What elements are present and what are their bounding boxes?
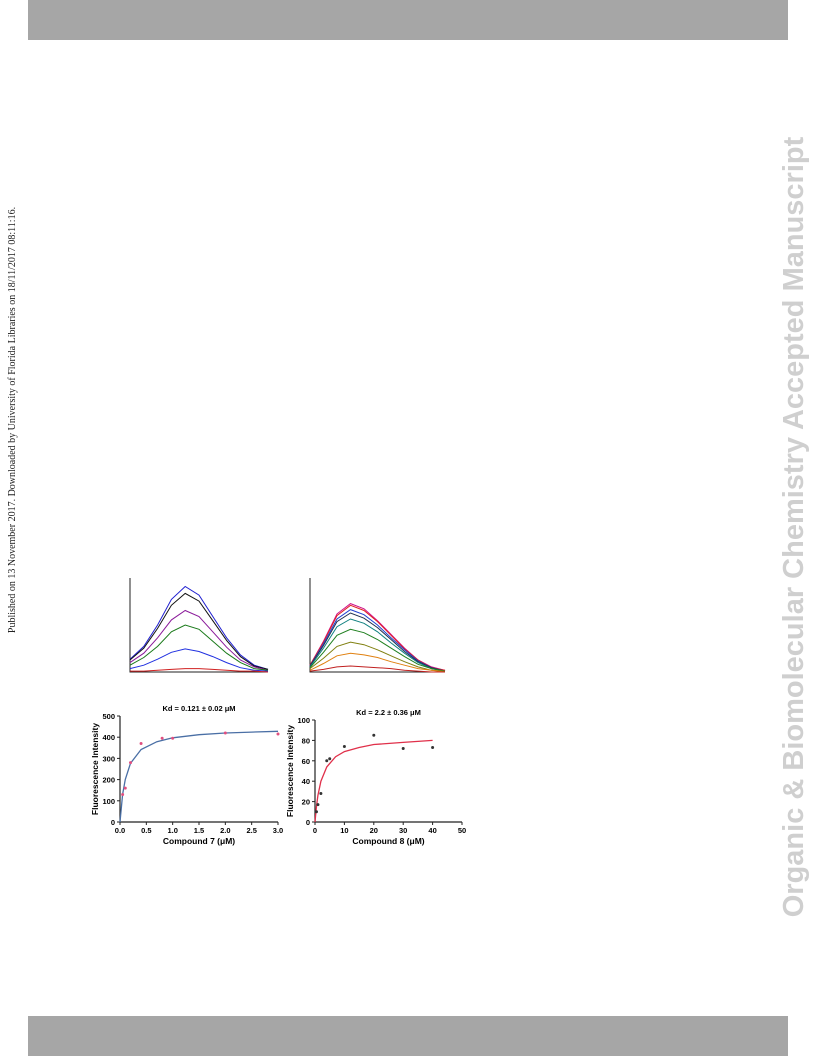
fit-curve <box>314 739 433 823</box>
data-point <box>325 759 329 763</box>
x-tick-label: 0.5 <box>141 826 151 835</box>
spectrum-line <box>129 592 269 670</box>
data-point <box>431 746 435 750</box>
x-tick-label: 2.5 <box>246 826 256 835</box>
spectrum-line <box>309 652 446 673</box>
spectrum-line <box>309 618 446 672</box>
spectrum-line <box>129 624 269 671</box>
spectrum-line <box>130 668 269 673</box>
x-tick-label: 0.0 <box>115 826 125 835</box>
axes <box>309 578 445 673</box>
data-point <box>121 792 125 796</box>
x-tick-label: 30 <box>399 826 407 835</box>
data-point <box>139 742 143 746</box>
footer-bar <box>28 1016 788 1056</box>
y-tick-label: 100 <box>297 716 310 725</box>
x-tick-label: 10 <box>340 826 348 835</box>
axes <box>314 720 462 823</box>
spectrum-line <box>129 609 269 671</box>
data-point <box>314 810 318 814</box>
spectrum-line <box>309 609 446 672</box>
data-point <box>276 732 280 736</box>
x-tick-label: 2.0 <box>220 826 230 835</box>
spectrum-line <box>309 641 446 672</box>
x-tick-label: 40 <box>428 826 436 835</box>
x-axis-label: Compound 8 (μM) <box>352 836 424 846</box>
y-tick-label: 60 <box>302 757 310 766</box>
spectrum-line <box>309 628 446 672</box>
chart-title: Kd = 0.121 ± 0.02 μM <box>162 704 235 713</box>
side-note: Published on 13 November 2017. Downloade… <box>7 207 18 633</box>
spectrum-line <box>309 665 445 673</box>
axes <box>129 578 268 673</box>
fit-curve <box>119 730 279 823</box>
data-point <box>319 791 323 795</box>
y-tick-label: 200 <box>102 776 115 785</box>
data-point <box>328 757 332 761</box>
y-tick-label: 400 <box>102 733 115 742</box>
x-tick-label: 1.0 <box>167 826 177 835</box>
y-axis-label: Fluorescence Intensity <box>285 725 295 817</box>
spectrum-line <box>309 604 446 671</box>
data-point <box>123 786 127 790</box>
spectrum-line <box>129 585 269 670</box>
data-point <box>372 733 376 737</box>
spectrum-line <box>129 648 269 672</box>
x-axis-label: Compound 7 (μM) <box>163 836 235 846</box>
y-tick-label: 40 <box>302 777 310 786</box>
x-tick-label: 1.5 <box>194 826 204 835</box>
y-tick-label: 0 <box>111 818 115 827</box>
x-tick-label: 0 <box>313 826 317 835</box>
data-point <box>160 736 164 740</box>
header-bar <box>28 0 788 40</box>
data-point <box>129 761 133 765</box>
chart-title: Kd = 2.2 ± 0.36 μM <box>356 708 421 717</box>
x-tick-label: 20 <box>370 826 378 835</box>
x-tick-label: 3.0 <box>273 826 283 835</box>
data-point <box>223 731 227 735</box>
y-tick-label: 100 <box>102 797 115 806</box>
y-tick-label: 80 <box>302 736 310 745</box>
y-tick-label: 500 <box>102 712 115 721</box>
watermark: Organic & Biomolecular Chemistry Accepte… <box>778 136 810 917</box>
y-tick-label: 300 <box>102 754 115 763</box>
y-axis-label: Fluorescence Intensity <box>90 723 100 815</box>
y-tick-label: 20 <box>302 798 310 807</box>
y-tick-label: 0 <box>306 818 310 827</box>
data-point <box>342 745 346 749</box>
x-tick-label: 50 <box>458 826 466 835</box>
spectrum-line <box>309 612 446 672</box>
data-point <box>401 747 405 751</box>
data-point <box>316 803 320 807</box>
data-point <box>171 736 175 740</box>
